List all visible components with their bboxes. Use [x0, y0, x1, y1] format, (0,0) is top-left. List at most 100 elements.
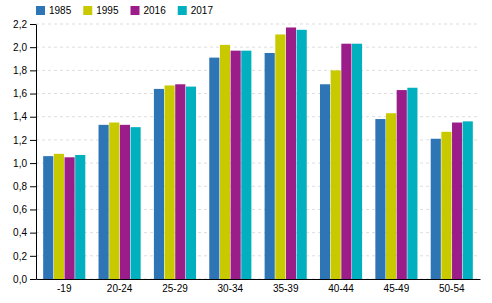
- bar: [231, 51, 241, 279]
- chart: 0,0 0,2 0,4 0,6 0,8 1,0 1,2 1,4 1,6 1,8 2,0 2,2 -19 2…: [0, 0, 492, 303]
- bar: [65, 157, 75, 279]
- bar: [220, 45, 230, 279]
- bar: [452, 123, 462, 279]
- legend-item: 2016: [131, 5, 167, 16]
- y-tick: 1,6: [13, 88, 36, 99]
- bar: [286, 27, 296, 279]
- x-tick-label: -19: [57, 283, 72, 294]
- bar: [397, 90, 407, 279]
- x-tick: 35-39: [273, 283, 299, 294]
- x-tick-label: 35-39: [273, 283, 299, 294]
- y-tick: 1,4: [13, 111, 36, 122]
- bar: [43, 156, 53, 279]
- y-tick-mark: [30, 279, 36, 280]
- x-tick-label: 45-49: [384, 283, 410, 294]
- bar: [441, 132, 451, 279]
- bar: [386, 113, 396, 279]
- x-tick: 50-54: [439, 283, 465, 294]
- bar: [109, 123, 119, 279]
- legend-label: 1985: [49, 5, 72, 16]
- bar: [165, 85, 175, 279]
- y-tick-mark: [30, 117, 36, 118]
- y-tick-label: 0,0: [13, 274, 27, 285]
- y-tick: 0,6: [13, 204, 36, 215]
- y-tick-mark: [30, 47, 36, 48]
- y-tick-mark: [30, 24, 36, 25]
- legend-swatch: [83, 6, 92, 15]
- grid-line: [36, 70, 480, 71]
- legend-swatch: [178, 6, 187, 15]
- y-tick-mark: [30, 186, 36, 187]
- grid-line: [36, 47, 480, 48]
- x-tick: 20-24: [107, 283, 133, 294]
- bar: [75, 155, 85, 279]
- bar: [297, 30, 307, 279]
- legend-swatch: [36, 6, 45, 15]
- x-tick: 40-44: [328, 283, 354, 294]
- legend-label: 2017: [191, 5, 214, 16]
- y-tick: 1,2: [13, 135, 36, 146]
- legend-label: 2016: [144, 5, 167, 16]
- y-tick-label: 1,8: [13, 65, 27, 76]
- x-tick: -19: [57, 283, 72, 294]
- y-tick-label: 0,4: [13, 227, 27, 238]
- x-tick: 45-49: [384, 283, 410, 294]
- y-axis: 0,0 0,2 0,4 0,6 0,8 1,0 1,2 1,4 1,6 1,8 2,0 2,2: [13, 19, 36, 285]
- y-tick: 1,8: [13, 65, 36, 76]
- plot-area: 0,0 0,2 0,4 0,6 0,8 1,0 1,2 1,4 1,6 1,8 2,0 2,2 -19 2…: [13, 19, 480, 294]
- bar: [331, 70, 341, 279]
- y-tick-mark: [30, 256, 36, 257]
- y-tick-mark: [30, 233, 36, 234]
- y-tick: 0,2: [13, 251, 36, 262]
- y-tick-label: 1,4: [13, 111, 27, 122]
- bar: [407, 88, 417, 279]
- x-axis-line: [37, 279, 481, 280]
- bar-series: [65, 27, 463, 279]
- y-tick-label: 0,8: [13, 181, 27, 192]
- bar: [154, 89, 164, 279]
- bar: [99, 125, 109, 279]
- y-tick-mark: [30, 94, 36, 95]
- bars: [43, 27, 473, 279]
- x-axis: -1920-2425-2930-3435-3940-4445-4950-54: [37, 280, 481, 295]
- bar: [320, 84, 330, 279]
- legend: 1985 1995 2016 2017: [36, 5, 213, 16]
- y-tick: 2,0: [13, 42, 36, 53]
- bar: [431, 139, 441, 279]
- bar: [54, 154, 64, 279]
- bar: [341, 44, 351, 279]
- y-tick-mark: [30, 163, 36, 164]
- bar: [209, 58, 219, 279]
- bar-series: [54, 34, 452, 279]
- legend-item: 1985: [36, 5, 72, 16]
- y-tick-mark: [30, 140, 36, 141]
- bar-series: [75, 30, 473, 279]
- legend-item: 1995: [83, 5, 119, 16]
- bar: [265, 53, 275, 279]
- y-tick: 0,8: [13, 181, 36, 192]
- x-tick: 30-34: [218, 283, 244, 294]
- legend-item: 2017: [178, 5, 214, 16]
- y-tick-label: 1,2: [13, 135, 27, 146]
- bar: [275, 34, 285, 279]
- grid: [36, 24, 480, 279]
- bar: [241, 51, 251, 279]
- y-tick-label: 1,0: [13, 158, 27, 169]
- bar: [186, 87, 196, 279]
- legend-swatch: [131, 6, 140, 15]
- bar: [463, 121, 473, 279]
- y-tick: 0,0: [13, 274, 36, 285]
- y-tick-label: 0,6: [13, 204, 27, 215]
- y-tick: 2,2: [13, 19, 36, 30]
- x-tick-label: 20-24: [107, 283, 133, 294]
- legend-label: 1995: [96, 5, 119, 16]
- bar: [131, 127, 141, 279]
- x-tick-label: 30-34: [218, 283, 244, 294]
- x-tick-label: 40-44: [328, 283, 354, 294]
- y-tick-label: 1,6: [13, 88, 27, 99]
- bar: [352, 44, 362, 279]
- y-tick: 0,4: [13, 227, 36, 238]
- bar: [175, 84, 185, 279]
- y-tick-label: 0,2: [13, 251, 27, 262]
- bar: [375, 119, 385, 279]
